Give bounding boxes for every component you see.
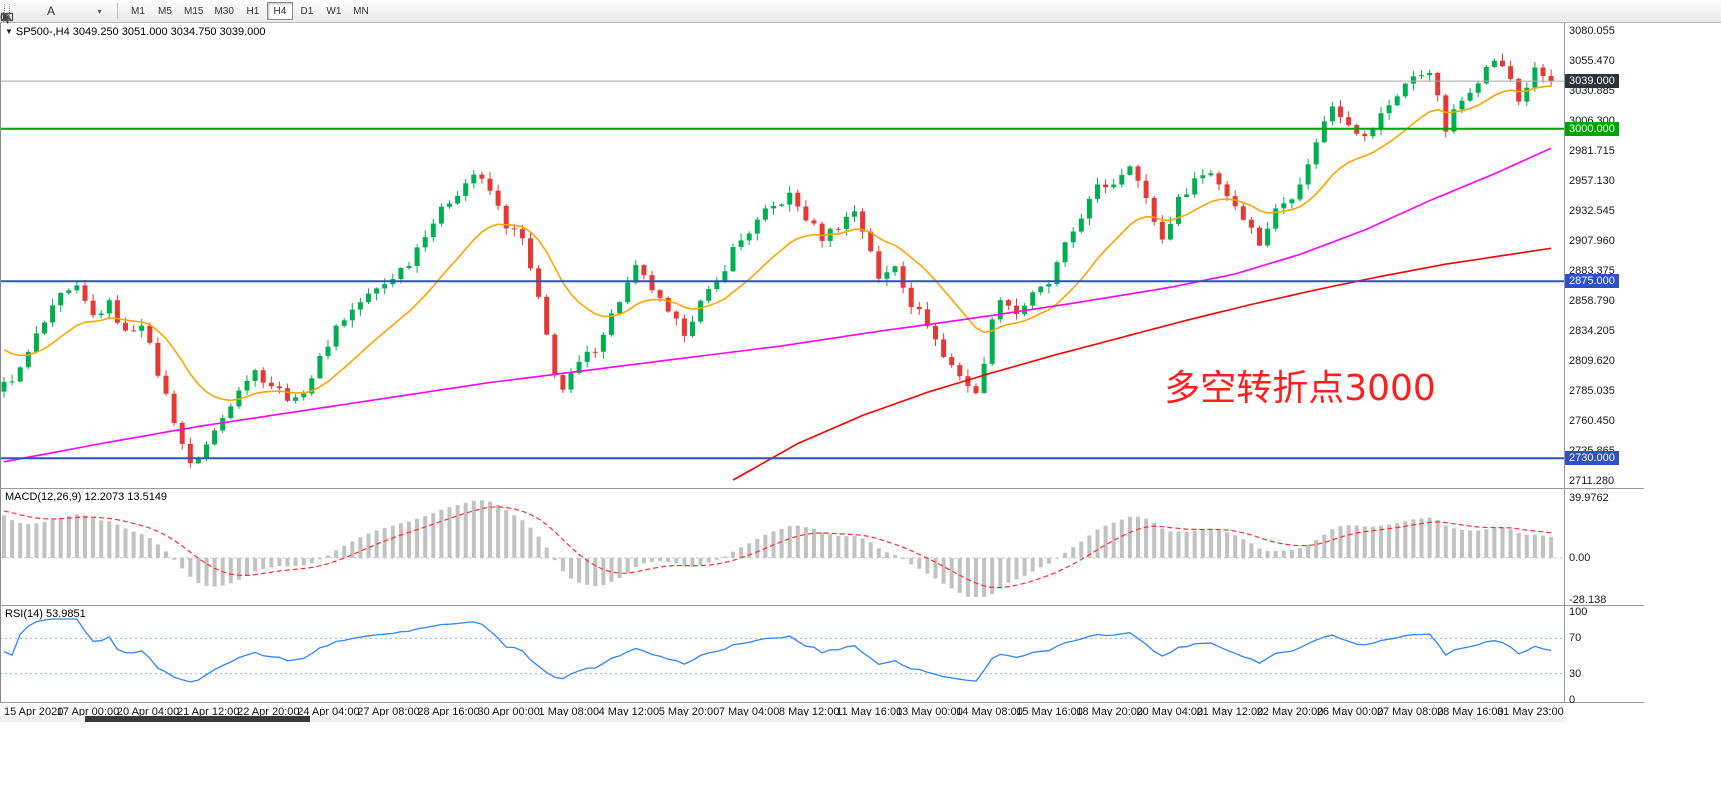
chart-annotation-text[interactable]: 多空转折点3000: [1164, 368, 1436, 409]
level-price-tag: 3000.000: [1565, 121, 1619, 136]
ma-mid-line: [3, 147, 1552, 463]
macd-axis-label: 39.9762: [1569, 492, 1609, 504]
timeframe-button-m1[interactable]: M1: [125, 2, 151, 20]
objects-dropdown-button[interactable]: ▾: [0, 2, 110, 21]
price-axis-label: 3055.470: [1569, 55, 1615, 67]
macd-axis-label: 0.00: [1569, 551, 1591, 564]
time-axis-label: 24 Apr 04:00: [297, 706, 360, 718]
timeframe-button-d1[interactable]: D1: [294, 2, 320, 20]
collapse-caret-icon[interactable]: ▼: [5, 27, 13, 36]
time-axis-label: 22 Apr 20:00: [237, 706, 300, 718]
rsi-axis-label: 30: [1569, 667, 1582, 680]
timeframe-button-h4[interactable]: H4: [266, 2, 293, 20]
timeframe-group: M1 M5 M15 M30 H1 H4 D1 W1 MN: [125, 2, 374, 20]
time-axis-label: 27 May 08:00: [1376, 706, 1444, 718]
price-axis-label: 2785.035: [1569, 385, 1615, 397]
rsi-line: [3, 618, 1552, 683]
timeframe-button-mn[interactable]: MN: [348, 2, 374, 20]
time-axis-label: 13 May 00:00: [896, 706, 963, 718]
chevron-down-icon: ▾: [97, 6, 102, 16]
rsi-axis-label: 100: [1569, 606, 1588, 618]
text-tool-label: A: [46, 4, 55, 18]
price-axis-label: 2809.620: [1569, 355, 1615, 367]
time-axis-label: 28 Apr 16:00: [417, 706, 480, 718]
timeframe-button-h1[interactable]: H1: [240, 2, 266, 20]
time-axis-label: 21 May 12:00: [1196, 706, 1264, 718]
time-axis-label: 27 Apr 08:00: [357, 706, 420, 718]
price-axis-label: 2834.205: [1569, 325, 1615, 337]
time-axis-label: 8 May 12:00: [778, 706, 840, 718]
price-axis-border: [1564, 23, 1565, 702]
macd-indicator-label: MACD(12,26,9) 12.2073 13.5149: [5, 491, 168, 503]
time-axis-label: 20 Apr 04:00: [116, 706, 180, 718]
time-axis-label: 11 May 16:00: [836, 706, 903, 718]
symbol-ohlc-line: ▼ SP500-,H4 3049.250 3051.000 3034.750 30…: [5, 26, 266, 38]
shape-tool-button[interactable]: [0, 2, 86, 22]
ohlc-values: 3049.250 3051.000 3034.750 3039.000: [72, 26, 266, 38]
time-axis-label: 15 May 16:00: [1016, 706, 1083, 718]
macd-pane[interactable]: [0, 488, 1564, 605]
time-axis-label: 21 Apr 12:00: [176, 706, 240, 718]
current-price-tag: 3039.000: [1565, 74, 1619, 89]
time-axis-label: 7 May 04:00: [718, 706, 780, 718]
text-tool-button[interactable]: A: [40, 2, 62, 21]
horizontal-scrollbar[interactable]: [0, 716, 1564, 722]
window-left-border: [0, 23, 1, 722]
price-axis-label: 2858.790: [1569, 295, 1615, 307]
toolbar-grip[interactable]: [4, 3, 10, 19]
time-axis-label: 14 May 08:00: [956, 706, 1023, 718]
price-axis-label: 2907.960: [1569, 235, 1615, 247]
time-axis-label: 31 May 23:00: [1497, 706, 1564, 718]
time-axis-label: 15 Apr 2020: [4, 706, 64, 718]
time-axis-label: 5 May 20:00: [658, 706, 720, 718]
panel-separator-macd[interactable]: [0, 488, 1644, 489]
ma-fast-line: [3, 85, 1552, 402]
timeframe-button-w1[interactable]: W1: [321, 2, 347, 20]
toolbar-separator: [117, 3, 118, 19]
timeframe-button-m30[interactable]: M30: [209, 2, 238, 20]
price-axis-label: 2883.375: [1569, 265, 1615, 277]
macd-axis-label: -28.138: [1569, 594, 1607, 606]
price-axis-label: 3080.055: [1569, 25, 1615, 37]
level-price-tag: 2875.000: [1565, 274, 1619, 289]
price-axis-label: 2957.130: [1569, 175, 1615, 187]
pointer-tool-button[interactable]: [3, 2, 38, 24]
time-axis-label: 22 May 20:00: [1256, 706, 1324, 718]
price-chart-pane[interactable]: 多空转折点3000: [0, 23, 1564, 488]
time-axis-label: 30 Apr 00:00: [477, 706, 540, 718]
time-axis-label: 20 May 04:00: [1136, 706, 1204, 718]
rsi-axis-label: 70: [1569, 632, 1582, 645]
panel-separator-rsi[interactable]: [0, 605, 1644, 606]
scrollbar-handle[interactable]: [85, 716, 310, 722]
time-axis-label: 18 May 20:00: [1076, 706, 1144, 718]
time-axis-label: 4 May 12:00: [598, 706, 660, 718]
macd-signal-line: [3, 506, 1552, 589]
price-axis-label: 2932.545: [1569, 205, 1615, 217]
macd-histogram: [2, 500, 1554, 597]
rsi-axis-label: 0: [1569, 694, 1576, 706]
time-axis-label: 28 May 16:00: [1436, 706, 1504, 718]
level-price-tag: 2730.000: [1565, 451, 1619, 466]
price-axis-label: 2981.715: [1569, 145, 1615, 157]
time-axis-label: 1 May 08:00: [538, 706, 600, 718]
ma-slow-line: [732, 247, 1552, 481]
toolbar: A ▾ M1 M5 M15 M30 H1 H4 D1 W1 MN: [0, 0, 1721, 24]
timeframe-button-m15[interactable]: M15: [179, 2, 208, 20]
timeframe-button-m5[interactable]: M5: [152, 2, 178, 20]
price-axis-label: 2760.450: [1569, 415, 1615, 427]
symbol-title: SP500-,H4: [15, 26, 70, 38]
rsi-indicator-label: RSI(14) 53.9851: [5, 608, 86, 620]
rsi-pane[interactable]: [0, 605, 1564, 702]
time-axis-label: 17 Apr 00:00: [56, 706, 120, 718]
price-axis-label: 2711.280: [1569, 475, 1615, 487]
time-axis-label: 26 May 00:00: [1316, 706, 1384, 718]
